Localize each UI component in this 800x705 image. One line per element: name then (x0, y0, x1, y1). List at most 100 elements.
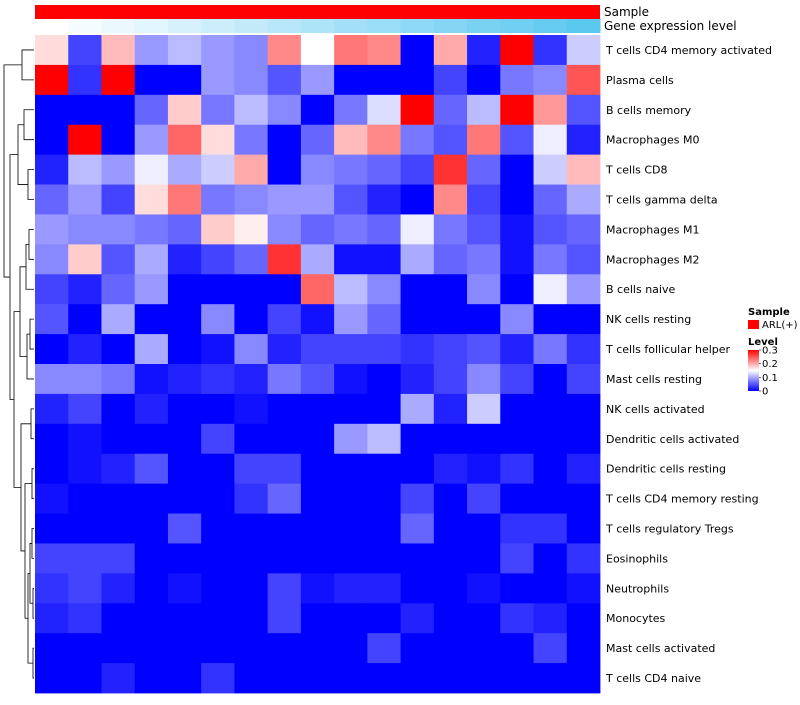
heatmap-cell (433, 513, 468, 544)
heatmap-cell (467, 304, 501, 335)
heatmap-cell (68, 64, 102, 96)
heatmap-cell (201, 543, 235, 574)
heatmap-cell (35, 603, 69, 634)
heatmap-cell (467, 633, 501, 664)
heatmap-cell (533, 364, 568, 395)
heatmap-cell (134, 663, 169, 694)
heatmap-cell (234, 573, 269, 604)
row-label: B cells memory (606, 104, 692, 117)
heatmap-cell (167, 393, 202, 425)
heatmap-cell (201, 483, 235, 514)
heatmap-cell (566, 124, 601, 156)
heatmap-cell (201, 334, 235, 365)
heatmap-cell (533, 124, 568, 156)
heatmap-cell (167, 154, 202, 185)
row-label: Macrophages M1 (606, 223, 699, 236)
heatmap-cell (400, 184, 435, 215)
heatmap-cell (234, 543, 269, 574)
expression-track-cell (500, 19, 535, 33)
heatmap-cell (566, 663, 601, 694)
legend-sample-title: Sample (748, 307, 790, 318)
heatmap-cell (134, 94, 169, 126)
expression-track-cell (267, 19, 302, 33)
heatmap-cell (234, 94, 269, 126)
heatmap-cell (433, 244, 468, 275)
heatmap-cell (167, 633, 202, 664)
heatmap-cell (68, 543, 102, 574)
row-label: NK cells activated (606, 403, 705, 416)
heatmap-cell (134, 124, 169, 156)
heatmap-cell (267, 663, 302, 694)
heatmap-cell (134, 154, 169, 185)
heatmap-cell (234, 423, 269, 455)
heatmap-cell (234, 35, 269, 66)
row-label: T cells regulatory Tregs (605, 523, 734, 536)
heatmap-cell (566, 35, 601, 66)
heatmap-cell (234, 364, 269, 395)
heatmap-cell (467, 453, 501, 485)
heatmap-cell (467, 603, 501, 634)
heatmap-cell (201, 94, 235, 126)
expression-track-cell (167, 19, 202, 33)
heatmap-cell (400, 154, 435, 185)
heatmap-cell (167, 35, 202, 66)
heatmap-cell (101, 364, 136, 395)
row-dendrogram (3, 49, 34, 679)
heatmap-cell (167, 453, 202, 485)
heatmap-cell (433, 364, 468, 395)
heatmap-cell (68, 154, 102, 185)
heatmap-cell (201, 124, 235, 156)
heatmap-cell (533, 94, 568, 126)
expression-track-cell (566, 19, 601, 33)
heatmap-cell (35, 35, 69, 66)
expression-track-cell (68, 19, 102, 33)
heatmap-cell (467, 423, 501, 455)
heatmap-cell (201, 453, 235, 485)
heatmap-cell (234, 64, 269, 96)
heatmap-cell (267, 573, 302, 604)
heatmap-cell (334, 94, 368, 126)
heatmap-cell (234, 603, 269, 634)
row-labels: T cells CD4 memory activated Plasma cells… (605, 44, 772, 685)
heatmap-cell (68, 453, 102, 485)
heatmap-cell (300, 94, 335, 126)
legend-sample-label: ARL(+) (762, 320, 798, 331)
heatmap-cell (267, 274, 302, 305)
heatmap-cell (367, 334, 401, 365)
legend-sample-swatch (748, 320, 759, 329)
heatmap-cell (35, 244, 69, 275)
heatmap-cell (500, 274, 534, 305)
legend-level-title: Level (748, 337, 778, 348)
heatmap-cell (367, 244, 401, 275)
heatmap-cell (201, 304, 235, 335)
heatmap-cell (267, 364, 302, 395)
heatmap-cell (134, 633, 169, 664)
heatmap-cell (167, 64, 202, 96)
row-label: T cells CD4 naive (605, 672, 701, 685)
heatmap-cell (300, 64, 335, 96)
heatmap-cell (500, 244, 534, 275)
heatmap-cell (134, 244, 169, 275)
heatmap-cell (566, 423, 601, 455)
heatmap-cell (367, 573, 401, 604)
row-label: Dendritic cells resting (606, 463, 726, 476)
heatmap-cell (35, 453, 69, 485)
heatmap-cell (400, 334, 435, 365)
heatmap-cell (35, 573, 69, 604)
heatmap-cell (400, 94, 435, 126)
heatmap-cell (68, 633, 102, 664)
heatmap-cell (201, 214, 235, 245)
heatmap-cell (134, 64, 169, 96)
heatmap-cell (300, 573, 335, 604)
heatmap-cell (500, 453, 534, 485)
expression-track-cell (433, 19, 468, 33)
expression-track-cell (201, 19, 235, 33)
heatmap-cell (433, 64, 468, 96)
heatmap-cell (234, 483, 269, 514)
heatmap-cell (134, 603, 169, 634)
heatmap-cell (467, 64, 501, 96)
heatmap-cell (334, 543, 368, 574)
row-label: Mast cells activated (606, 642, 715, 655)
